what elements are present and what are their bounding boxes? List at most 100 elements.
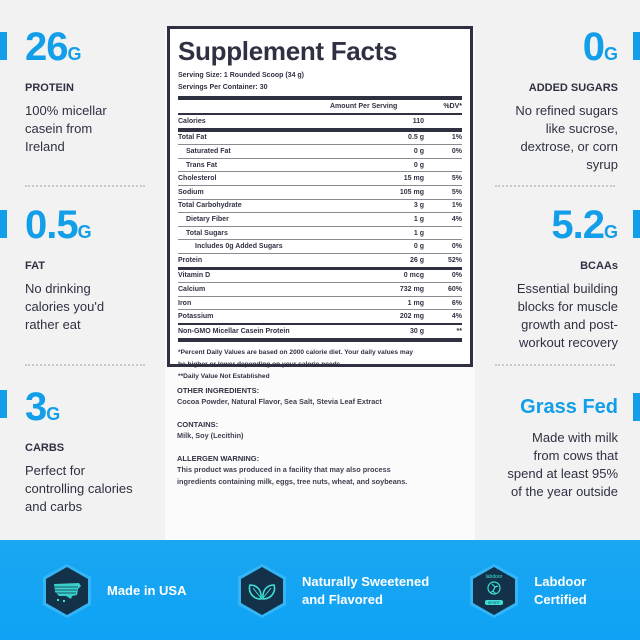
facts-row: Total Sugars 1 g (178, 227, 462, 240)
label-line: and Flavored (302, 592, 383, 607)
row-dv: 5% (451, 175, 462, 183)
rule (178, 295, 462, 297)
rule (178, 113, 462, 115)
desc-line: from cows that (533, 448, 618, 463)
facts-row: Protein 26 g 52% (178, 254, 462, 267)
row-amount: 0 g (413, 243, 424, 251)
row-label: Protein (178, 256, 203, 264)
rule (178, 157, 462, 159)
row-label: Total Carbohydrate (178, 202, 242, 210)
row-label: Non-GMO Micellar Casein Protein (178, 327, 290, 335)
facts-row-calories: Calories 110 (178, 115, 462, 128)
rule (178, 212, 462, 214)
accent-bar (633, 393, 640, 421)
label-line: Naturally Sweetened (302, 574, 430, 589)
divider (25, 185, 145, 187)
badge-label: Labdoor Certified (534, 573, 587, 609)
accent-bar (0, 210, 7, 238)
row-dv: ** (456, 327, 462, 335)
other-ingredients: OTHER INGREDIENTS: Cocoa Powder, Natural… (177, 385, 467, 408)
stat-number: 0.5 (25, 203, 79, 247)
rule (178, 198, 462, 200)
stat-caption: FAT (25, 260, 45, 272)
divider (25, 364, 145, 366)
stat-value: 0G (468, 27, 618, 74)
row-amount: 15 mg (403, 175, 424, 183)
desc-line: of the year outside (511, 484, 618, 499)
desc-line: Made with milk (532, 430, 618, 445)
badge-label: Made in USA (107, 582, 186, 600)
stat-bcaas: 5.2G BCAAs Essential building blocks for… (468, 205, 618, 352)
desc-line: rather eat (25, 317, 81, 332)
rule (178, 252, 462, 254)
accent-bar (633, 210, 640, 238)
label-line: Certified (534, 592, 587, 607)
section-heading: ALLERGEN WARNING: (177, 454, 260, 463)
row-label: Includes 0g Added Sugars (195, 243, 283, 251)
desc-line: calories you'd (25, 299, 105, 314)
rule (178, 144, 462, 146)
stat-fat: 0.5G FAT No drinking calories you'd rath… (25, 205, 175, 334)
accent-bar (0, 32, 7, 60)
accent-bar (633, 32, 640, 60)
stat-unit: G (603, 222, 618, 242)
contains: CONTAINS: Milk, Soy (Lecithin) (177, 419, 467, 442)
stat-caption: PROTEIN (25, 82, 74, 94)
facts-row: Vitamin D 0 mcg 0% (178, 270, 462, 283)
row-dv: 4% (451, 313, 462, 321)
desc-line: controlling calories (25, 481, 133, 496)
rule (178, 239, 462, 241)
row-amount: 0 g (413, 161, 424, 169)
desc-line: blocks for muscle (517, 299, 618, 314)
stat-unit: G (77, 222, 92, 242)
stat-caption: ADDED SUGARS (528, 82, 618, 94)
badge-made-in-usa: Made in USA (41, 563, 186, 619)
rule (178, 184, 462, 186)
stat-number: 3 (25, 385, 47, 429)
desc-line: No refined sugars (515, 103, 618, 118)
desc-line: workout recovery (519, 335, 618, 350)
section-text: This product was produced in a facility … (177, 465, 391, 474)
row-label: Calcium (178, 285, 206, 293)
stat-description: 100% micellar casein from Ireland (25, 102, 175, 156)
stat-value: 3G (25, 387, 175, 434)
badge-labdoor-certified: labdoor SPORT Labdoor Certified (468, 563, 587, 619)
stat-unit: G (67, 44, 82, 64)
row-amount: 0 g (413, 147, 424, 155)
row-amount: 105 mg (399, 188, 424, 196)
rule (178, 282, 462, 284)
desc-line: syrup (586, 157, 618, 172)
labdoor-sport-icon: labdoor SPORT (468, 563, 520, 619)
facts-header: Amount Per Serving %DV* (178, 100, 462, 113)
row-label: Total Fat (178, 134, 207, 142)
row-amount: 732 mg (399, 285, 424, 293)
facts-row: Dietary Fiber 1 g 4% (178, 213, 462, 226)
facts-row: Saturated Fat 0 g 0% (178, 145, 462, 158)
stat-grass-fed: Grass Fed Made with milk from cows that … (468, 395, 618, 501)
row-dv: 1% (451, 202, 462, 210)
row-amount: 1 mg (407, 299, 424, 307)
features-band: Made in USA Naturally Sweetened and Flav… (0, 540, 640, 640)
serving-size: Serving Size: 1 Rounded Scoop (34 g) (178, 72, 305, 79)
divider (495, 364, 615, 366)
stat-caption: CARBS (25, 442, 65, 454)
row-label: Vitamin D (178, 272, 211, 280)
ingredients-section: OTHER INGREDIENTS: Cocoa Powder, Natural… (177, 385, 467, 499)
row-dv: 0% (451, 243, 462, 251)
leaves-icon (236, 563, 288, 619)
usa-map-icon (41, 563, 93, 619)
desc-line: Essential building (516, 281, 618, 296)
row-label: Iron (178, 299, 192, 307)
badge-naturally-sweetened: Naturally Sweetened and Flavored (236, 563, 429, 619)
row-amount: 0 mcg (403, 272, 424, 280)
section-text: Cocoa Powder, Natural Flavor, Sea Salt, … (177, 397, 382, 406)
facts-row: Iron 1 mg 6% (178, 297, 462, 310)
section-heading: CONTAINS: (177, 420, 219, 429)
desc-line: and carbs (25, 499, 83, 514)
desc-line: growth and post- (521, 317, 618, 332)
row-label: Dietary Fiber (186, 215, 229, 223)
row-amount: 1 g (413, 215, 424, 223)
section-heading: OTHER INGREDIENTS: (177, 386, 260, 395)
row-dv: 1% (451, 134, 462, 142)
header-amount: Amount Per Serving (330, 103, 398, 110)
